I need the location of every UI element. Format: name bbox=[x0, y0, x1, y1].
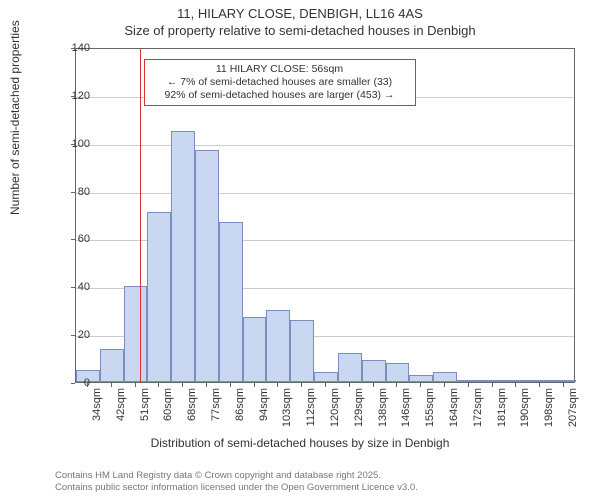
histogram-bar bbox=[266, 310, 290, 382]
y-tick-mark bbox=[71, 144, 75, 145]
annotation-line2: ← 7% of semi-detached houses are smaller… bbox=[151, 76, 409, 89]
x-tick-label: 146sqm bbox=[400, 388, 412, 427]
chart-titles: 11, HILARY CLOSE, DENBIGH, LL16 4AS Size… bbox=[0, 0, 600, 38]
y-tick-mark bbox=[71, 335, 75, 336]
grid-line bbox=[76, 193, 574, 194]
x-tick-mark bbox=[373, 383, 374, 387]
x-tick-label: 198sqm bbox=[543, 388, 555, 427]
title-subtitle: Size of property relative to semi-detach… bbox=[0, 23, 600, 38]
histogram-bar bbox=[433, 372, 457, 382]
x-tick-mark bbox=[277, 383, 278, 387]
x-tick-label: 34sqm bbox=[91, 388, 103, 421]
x-tick-mark bbox=[325, 383, 326, 387]
histogram-bar bbox=[171, 131, 195, 382]
x-tick-mark bbox=[492, 383, 493, 387]
histogram-bar bbox=[481, 380, 505, 382]
x-tick-label: 94sqm bbox=[258, 388, 270, 421]
y-tick-mark bbox=[71, 96, 75, 97]
annotation-line1: 11 HILARY CLOSE: 56sqm bbox=[151, 63, 409, 76]
x-tick-label: 60sqm bbox=[162, 388, 174, 421]
histogram-bar bbox=[314, 372, 338, 382]
histogram-bar bbox=[100, 349, 124, 383]
x-tick-mark bbox=[468, 383, 469, 387]
title-address: 11, HILARY CLOSE, DENBIGH, LL16 4AS bbox=[0, 6, 600, 21]
x-tick-label: 112sqm bbox=[305, 388, 317, 426]
histogram-bar bbox=[505, 380, 529, 382]
x-tick-mark bbox=[254, 383, 255, 387]
histogram-bar bbox=[552, 380, 576, 382]
histogram-bar bbox=[409, 375, 433, 382]
x-tick-label: 68sqm bbox=[186, 388, 198, 421]
x-tick-label: 51sqm bbox=[139, 388, 151, 421]
chart-container: 11 HILARY CLOSE: 56sqm← 7% of semi-detac… bbox=[55, 48, 575, 418]
y-tick-mark bbox=[71, 383, 75, 384]
x-tick-mark bbox=[206, 383, 207, 387]
grid-line bbox=[76, 145, 574, 146]
x-tick-label: 164sqm bbox=[448, 388, 460, 427]
y-tick-label: 60 bbox=[60, 233, 90, 245]
x-tick-mark bbox=[420, 383, 421, 387]
histogram-bar bbox=[195, 150, 219, 382]
y-tick-label: 140 bbox=[60, 42, 90, 54]
histogram-bar bbox=[290, 320, 314, 382]
x-tick-label: 172sqm bbox=[472, 388, 484, 427]
x-tick-mark bbox=[515, 383, 516, 387]
histogram-bar bbox=[219, 222, 243, 382]
x-tick-label: 155sqm bbox=[424, 388, 436, 427]
x-tick-mark bbox=[111, 383, 112, 387]
x-tick-label: 120sqm bbox=[329, 388, 341, 427]
annotation-line3: 92% of semi-detached houses are larger (… bbox=[151, 89, 409, 102]
y-tick-mark bbox=[71, 239, 75, 240]
x-tick-mark bbox=[87, 383, 88, 387]
y-tick-label: 80 bbox=[60, 186, 90, 198]
x-tick-label: 129sqm bbox=[353, 388, 365, 427]
histogram-bar bbox=[386, 363, 410, 382]
x-axis-label: Distribution of semi-detached houses by … bbox=[0, 436, 600, 450]
x-tick-mark bbox=[563, 383, 564, 387]
plot-area: 11 HILARY CLOSE: 56sqm← 7% of semi-detac… bbox=[75, 48, 575, 383]
attribution-footer: Contains HM Land Registry data © Crown c… bbox=[55, 470, 418, 494]
x-tick-label: 86sqm bbox=[234, 388, 246, 421]
x-tick-label: 103sqm bbox=[281, 388, 293, 427]
x-tick-mark bbox=[349, 383, 350, 387]
y-tick-label: 0 bbox=[60, 377, 90, 389]
histogram-bar bbox=[243, 317, 267, 382]
x-tick-mark bbox=[135, 383, 136, 387]
histogram-bar bbox=[457, 380, 481, 382]
property-marker-line bbox=[140, 49, 141, 382]
x-tick-label: 190sqm bbox=[519, 388, 531, 427]
x-tick-mark bbox=[539, 383, 540, 387]
x-tick-label: 77sqm bbox=[210, 388, 222, 421]
x-tick-mark bbox=[230, 383, 231, 387]
x-tick-label: 181sqm bbox=[496, 388, 508, 427]
x-tick-mark bbox=[158, 383, 159, 387]
x-tick-label: 207sqm bbox=[567, 388, 579, 427]
x-tick-mark bbox=[301, 383, 302, 387]
x-tick-label: 42sqm bbox=[115, 388, 127, 421]
y-tick-label: 40 bbox=[60, 281, 90, 293]
footer-line2: Contains public sector information licen… bbox=[55, 482, 418, 494]
histogram-bar bbox=[147, 212, 171, 382]
y-tick-label: 20 bbox=[60, 329, 90, 341]
histogram-bar bbox=[528, 380, 552, 382]
footer-line1: Contains HM Land Registry data © Crown c… bbox=[55, 470, 418, 482]
y-tick-mark bbox=[71, 192, 75, 193]
y-tick-label: 100 bbox=[60, 138, 90, 150]
annotation-box: 11 HILARY CLOSE: 56sqm← 7% of semi-detac… bbox=[144, 59, 416, 106]
x-tick-label: 138sqm bbox=[377, 388, 389, 427]
y-tick-mark bbox=[71, 48, 75, 49]
x-tick-mark bbox=[396, 383, 397, 387]
y-tick-mark bbox=[71, 287, 75, 288]
y-tick-label: 120 bbox=[60, 90, 90, 102]
x-tick-mark bbox=[444, 383, 445, 387]
histogram-bar bbox=[124, 286, 148, 382]
x-tick-mark bbox=[182, 383, 183, 387]
y-axis-label: Number of semi-detached properties bbox=[8, 20, 22, 215]
histogram-bar bbox=[362, 360, 386, 382]
histogram-bar bbox=[338, 353, 362, 382]
